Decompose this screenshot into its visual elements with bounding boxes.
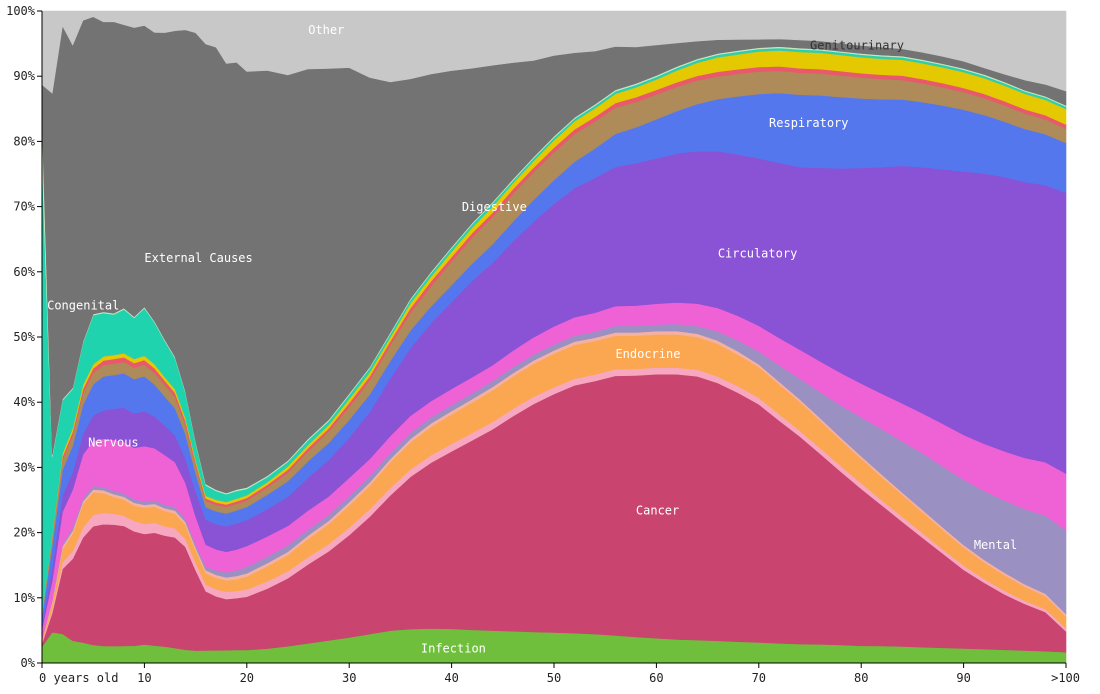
x-tick-label: >100 (1051, 671, 1080, 685)
label-respiratory: Respiratory (769, 116, 848, 130)
label-mental: Mental (974, 538, 1017, 552)
y-tick-label: 90% (13, 69, 35, 83)
label-external-causes: External Causes (144, 251, 252, 265)
series-labels: Other External Causes Congenital Nervous Inf… (47, 23, 1017, 656)
x-tick-label: 10 (137, 671, 151, 685)
y-tick-label: 30% (13, 460, 35, 474)
x-tick-label: 50 (547, 671, 561, 685)
y-tick-label: 10% (13, 591, 35, 605)
x-tick-label: 0 years old (39, 671, 118, 685)
y-tick-label: 100% (6, 4, 36, 18)
x-tick-label: 70 (752, 671, 766, 685)
label-cancer: Cancer (636, 503, 679, 517)
x-tick-label: 60 (649, 671, 663, 685)
area-other (41, 10, 1067, 94)
y-tick-label: 40% (13, 395, 35, 409)
label-circulatory: Circulatory (718, 246, 797, 260)
y-tick-label: 50% (13, 330, 35, 344)
y-tick-label: 0% (21, 656, 36, 670)
label-nervous: Nervous (88, 436, 139, 450)
y-tick-label: 70% (13, 200, 35, 214)
x-tick-label: 80 (854, 671, 868, 685)
label-endocrine: Endocrine (615, 347, 680, 361)
label-infection: Infection (421, 642, 486, 656)
area-layers (41, 10, 1067, 664)
label-genitourinary: Genitourinary (810, 38, 904, 52)
y-tick-label: 80% (13, 134, 35, 148)
y-tick-label: 20% (13, 526, 35, 540)
y-tick-label: 60% (13, 265, 35, 279)
label-other: Other (308, 23, 344, 37)
label-digestive: Digestive (462, 200, 527, 214)
x-tick-label: 40 (444, 671, 458, 685)
x-tick-label: 90 (956, 671, 970, 685)
x-tick-label: 20 (240, 671, 254, 685)
label-congenital: Congenital (47, 299, 119, 313)
axes: 0% 10% 20% 30% 40% 50% 60% 70% 80% 90% 100% 0 years… (6, 4, 1080, 685)
x-tick-label: 30 (342, 671, 356, 685)
